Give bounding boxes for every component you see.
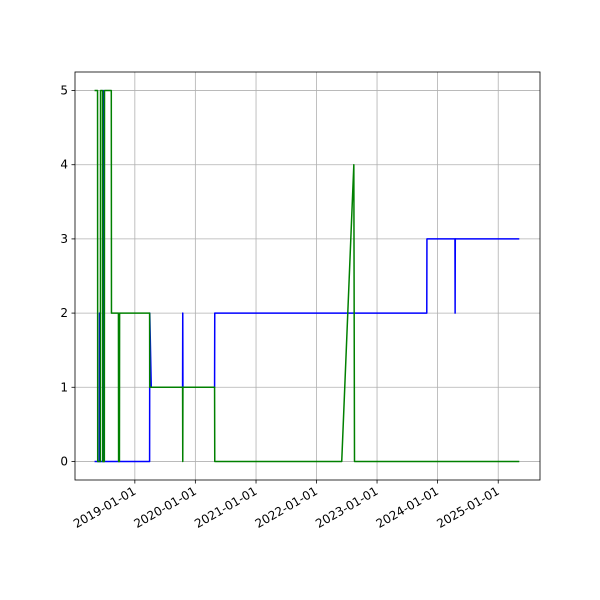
- series-line: [94, 89, 520, 463]
- y-tick-label: 0: [60, 454, 68, 468]
- x-tick-label: 2021-01-01: [192, 484, 259, 531]
- plot-frame: [74, 71, 541, 481]
- x-tick-label: 2023-01-01: [313, 484, 380, 531]
- y-tick-label: 4: [60, 158, 68, 172]
- y-tick-label: 3: [60, 232, 68, 246]
- x-tick-label: 2024-01-01: [374, 484, 441, 531]
- x-tick-label: 2022-01-01: [253, 484, 320, 531]
- x-tick-label: 2020-01-01: [131, 484, 198, 531]
- y-tick-label: 2: [60, 306, 68, 320]
- plot-area: 0 1 2 3 4 5 2019-01-012020-01-012021-01-012022…: [60, 71, 541, 531]
- y-tick-label: 1: [60, 380, 68, 394]
- y-tick-label: 5: [60, 84, 68, 98]
- x-tick-label: 2025-01-01: [434, 484, 501, 531]
- x-tick-label: 2019-01-01: [71, 484, 138, 531]
- series-line: [94, 89, 520, 463]
